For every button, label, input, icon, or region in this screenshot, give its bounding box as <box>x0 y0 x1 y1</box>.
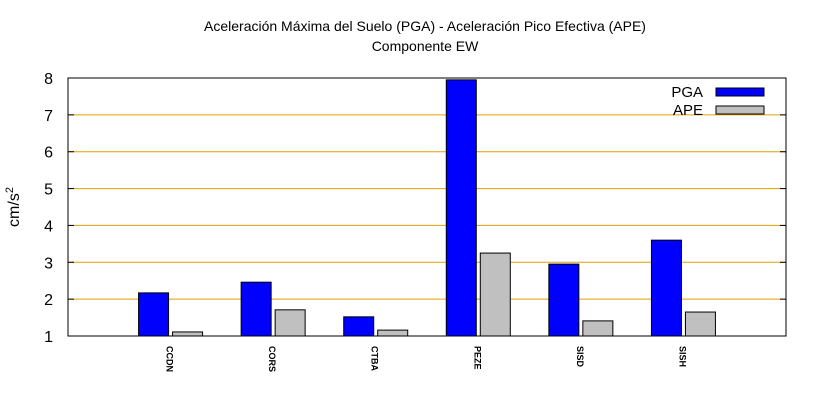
bar-pga-ccdn <box>138 292 170 337</box>
legend-swatch-pga <box>715 87 765 97</box>
bar-ape-sisd <box>582 320 614 337</box>
y-tick-label: 2 <box>44 292 53 309</box>
legend-label: APE <box>673 102 703 119</box>
legend-swatch-ape <box>715 105 765 115</box>
bar-ape-peze <box>479 252 511 337</box>
bar-ape-ccdn <box>172 331 204 337</box>
y-axis-label: cm/s2 <box>4 187 23 227</box>
x-tick-label: PEZE <box>472 346 482 370</box>
bar-pga-ctba <box>343 316 375 337</box>
y-tick-label: 4 <box>44 218 53 235</box>
x-tick-label: CORS <box>267 346 277 372</box>
y-tick-label: 6 <box>44 145 53 162</box>
bar-ape-sish <box>684 311 716 337</box>
x-tick-label: SISH <box>677 346 687 367</box>
bar-ape-ctba <box>377 329 409 337</box>
y-tick-label: 5 <box>44 182 53 199</box>
bar-ape-cors <box>274 309 306 337</box>
plot-frame <box>67 77 787 337</box>
y-tick-label: 7 <box>44 108 53 125</box>
y-tick-label: 3 <box>44 255 53 272</box>
bar-pga-sish <box>650 239 682 337</box>
x-tick-label: CTBA <box>370 346 380 371</box>
bar-pga-sisd <box>548 263 580 337</box>
x-tick-label: SISD <box>575 346 585 368</box>
chart-subtitle: Componente EW <box>372 38 479 54</box>
bar-pga-cors <box>240 281 272 337</box>
y-tick-label: 8 <box>44 71 53 88</box>
legend-label: PGA <box>671 84 703 101</box>
x-tick-label: CCDN <box>165 346 175 372</box>
chart-title: Aceleración Máxima del Suelo (PGA) - Ace… <box>204 18 646 34</box>
y-tick-label: 1 <box>44 329 53 346</box>
bar-pga-peze <box>445 79 477 337</box>
